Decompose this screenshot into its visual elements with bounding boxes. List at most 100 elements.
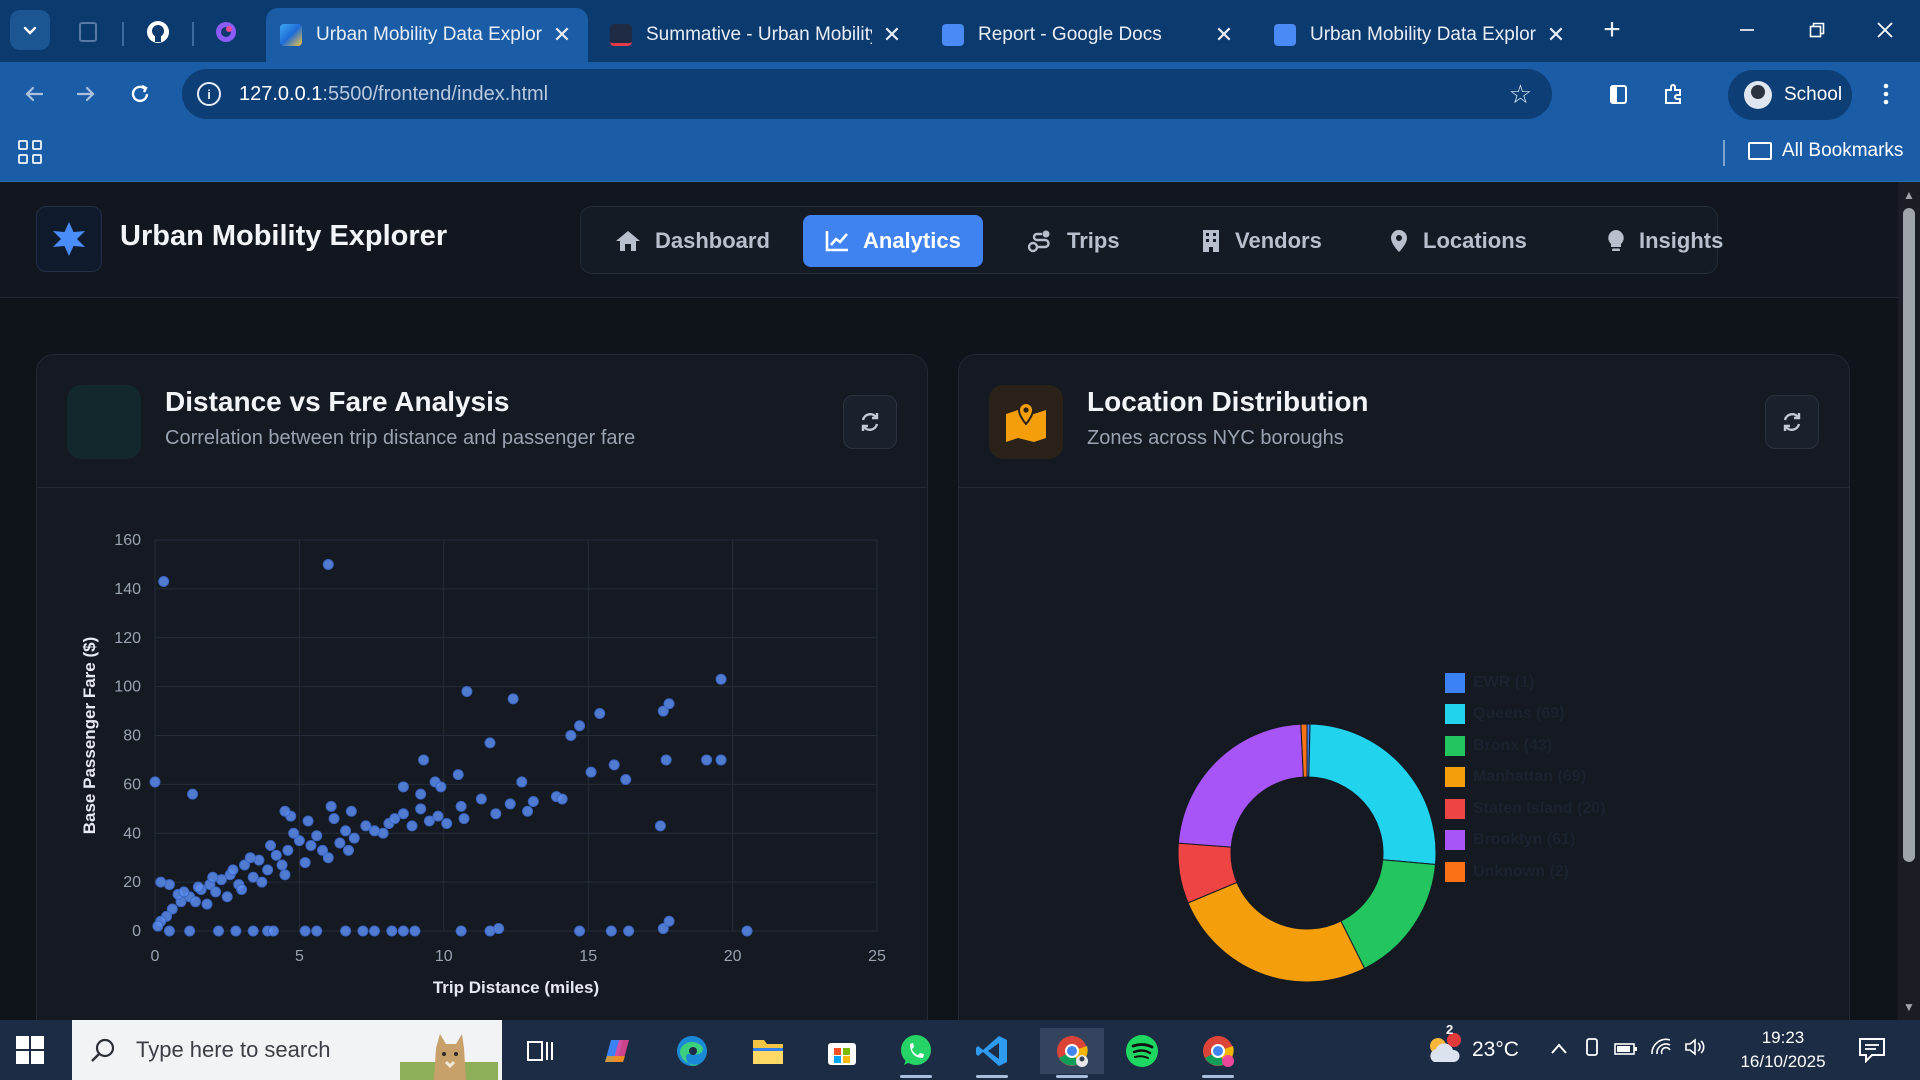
search-icon bbox=[91, 1038, 115, 1062]
chrome-app[interactable] bbox=[1040, 1028, 1104, 1078]
data-point bbox=[270, 849, 282, 861]
pinned-tab-copilot[interactable] bbox=[208, 14, 244, 50]
whatsapp-app[interactable] bbox=[888, 1028, 944, 1078]
tab-urban-mobility-active[interactable]: Urban Mobility Data Explorer ✕ bbox=[266, 8, 588, 62]
scroll-down-icon[interactable]: ▼ bbox=[1903, 1000, 1915, 1014]
data-point bbox=[299, 857, 311, 869]
forward-button[interactable] bbox=[68, 76, 104, 112]
all-bookmarks-button[interactable]: All Bookmarks bbox=[1748, 140, 1903, 162]
legend-item[interactable]: Staten Island (20) bbox=[1445, 793, 1605, 825]
legend-item[interactable]: Brooklyn (61) bbox=[1445, 825, 1605, 857]
data-point bbox=[415, 788, 427, 800]
spotify-app[interactable] bbox=[1114, 1028, 1170, 1074]
data-point bbox=[230, 925, 242, 937]
data-point bbox=[163, 925, 175, 937]
tab-search-button[interactable] bbox=[10, 10, 50, 50]
page-scrollbar[interactable]: ▲ ▼ bbox=[1898, 182, 1920, 1020]
x-tick-label: 5 bbox=[295, 948, 304, 965]
tab-summative[interactable]: Summative - Urban Mobility ✕ bbox=[596, 8, 918, 62]
meet-now-icon[interactable] bbox=[1582, 1037, 1602, 1063]
taskbar-clock[interactable]: 19:23 16/10/2025 bbox=[1738, 1026, 1828, 1074]
nav-label: Trips bbox=[1067, 228, 1120, 253]
close-tab-icon[interactable]: ✕ bbox=[1546, 22, 1566, 47]
profile-button[interactable]: School bbox=[1728, 70, 1852, 120]
data-point bbox=[311, 925, 323, 937]
browser-toolbar: i 127.0.0.1 :5500/frontend/index.html ☆ … bbox=[0, 62, 1920, 126]
back-button[interactable] bbox=[16, 76, 52, 112]
nav-analytics[interactable]: Analytics bbox=[803, 215, 983, 267]
vscode-app[interactable] bbox=[964, 1028, 1020, 1078]
apps-grid-icon[interactable] bbox=[18, 140, 42, 164]
new-tab-button[interactable]: + bbox=[1603, 13, 1621, 46]
data-point bbox=[158, 576, 170, 588]
data-point bbox=[368, 825, 380, 837]
wifi-icon[interactable] bbox=[1650, 1038, 1672, 1062]
reload-button[interactable] bbox=[122, 76, 158, 112]
site-info-icon[interactable]: i bbox=[197, 82, 221, 106]
reading-list-button[interactable] bbox=[1600, 76, 1636, 112]
chevron-up-icon[interactable] bbox=[1550, 1039, 1568, 1062]
file-explorer-app[interactable] bbox=[740, 1028, 796, 1074]
windows-start-button[interactable] bbox=[16, 1036, 44, 1064]
legend-item[interactable]: EWR (1) bbox=[1445, 667, 1605, 699]
nav-locations[interactable]: Locations bbox=[1367, 215, 1549, 267]
data-point bbox=[322, 558, 334, 570]
address-bar[interactable]: i 127.0.0.1 :5500/frontend/index.html ☆ bbox=[182, 69, 1552, 119]
restore-button[interactable] bbox=[1790, 8, 1844, 52]
x-tick-label: 15 bbox=[579, 948, 597, 965]
battery-icon[interactable] bbox=[1614, 1039, 1638, 1062]
chrome-profile-app[interactable] bbox=[1190, 1028, 1246, 1078]
close-tab-icon[interactable]: ✕ bbox=[1214, 22, 1234, 47]
data-point bbox=[210, 886, 222, 898]
tab-title: Urban Mobility Data Explorer bbox=[316, 24, 542, 45]
nav-trips[interactable]: Trips bbox=[1005, 215, 1142, 267]
clock-time: 19:23 bbox=[1761, 1028, 1805, 1047]
scrollbar-thumb[interactable] bbox=[1903, 208, 1915, 862]
data-point bbox=[527, 795, 539, 807]
folder-icon bbox=[1748, 142, 1772, 160]
legend-item[interactable]: Manhattan (69) bbox=[1445, 762, 1605, 794]
y-tick-label: 120 bbox=[114, 630, 141, 647]
pinned-tab-blank[interactable] bbox=[70, 14, 106, 50]
tab-urban-mobility-2[interactable]: Urban Mobility Data Explorer ✕ bbox=[1260, 8, 1582, 62]
edge-app[interactable] bbox=[664, 1028, 720, 1074]
weather-widget[interactable]: 2 23°C bbox=[1424, 1020, 1519, 1080]
data-point bbox=[192, 881, 204, 893]
microsoft-store-app[interactable] bbox=[814, 1028, 870, 1074]
card-subtitle: Correlation between trip distance and pa… bbox=[165, 427, 636, 449]
nav-vendors[interactable]: Vendors bbox=[1179, 215, 1344, 267]
legend-swatch bbox=[1445, 830, 1465, 851]
extensions-button[interactable] bbox=[1656, 76, 1692, 112]
legend-item[interactable]: Queens (69) bbox=[1445, 699, 1605, 731]
close-window-button[interactable] bbox=[1858, 8, 1912, 52]
app-header: Urban Mobility Explorer Dashboard Analyt… bbox=[0, 182, 1898, 298]
nav-insights[interactable]: Insights bbox=[1585, 215, 1745, 267]
data-point bbox=[328, 813, 340, 825]
brand-logo[interactable] bbox=[36, 206, 102, 272]
notifications-button[interactable] bbox=[1858, 1020, 1886, 1080]
pinned-tab-github[interactable] bbox=[140, 14, 176, 50]
close-tab-icon[interactable]: ✕ bbox=[882, 22, 902, 47]
data-point bbox=[605, 925, 617, 937]
building-icon bbox=[1201, 229, 1221, 253]
x-axis-label: Trip Distance (miles) bbox=[433, 978, 599, 997]
tab-google-docs[interactable]: Report - Google Docs ✕ bbox=[928, 8, 1250, 62]
refresh-button[interactable] bbox=[843, 395, 897, 449]
data-point bbox=[594, 708, 606, 720]
copilot-app[interactable] bbox=[588, 1028, 644, 1074]
data-point bbox=[484, 737, 496, 749]
taskbar-search[interactable]: Type here to search bbox=[72, 1020, 502, 1080]
edge-icon bbox=[677, 1036, 707, 1066]
legend-item[interactable]: Unknown (2) bbox=[1445, 856, 1605, 888]
bookmark-star-icon[interactable]: ☆ bbox=[1508, 79, 1532, 109]
scroll-up-icon[interactable]: ▲ bbox=[1903, 188, 1915, 202]
nav-dashboard[interactable]: Dashboard bbox=[593, 215, 792, 267]
task-view-button[interactable] bbox=[512, 1028, 568, 1074]
data-point bbox=[654, 820, 666, 832]
volume-icon[interactable] bbox=[1684, 1038, 1706, 1062]
legend-item[interactable]: Bronx (43) bbox=[1445, 730, 1605, 762]
browser-menu-button[interactable] bbox=[1868, 76, 1904, 112]
close-tab-icon[interactable]: ✕ bbox=[552, 22, 572, 47]
minimize-button[interactable] bbox=[1720, 8, 1774, 52]
refresh-button[interactable] bbox=[1765, 395, 1819, 449]
